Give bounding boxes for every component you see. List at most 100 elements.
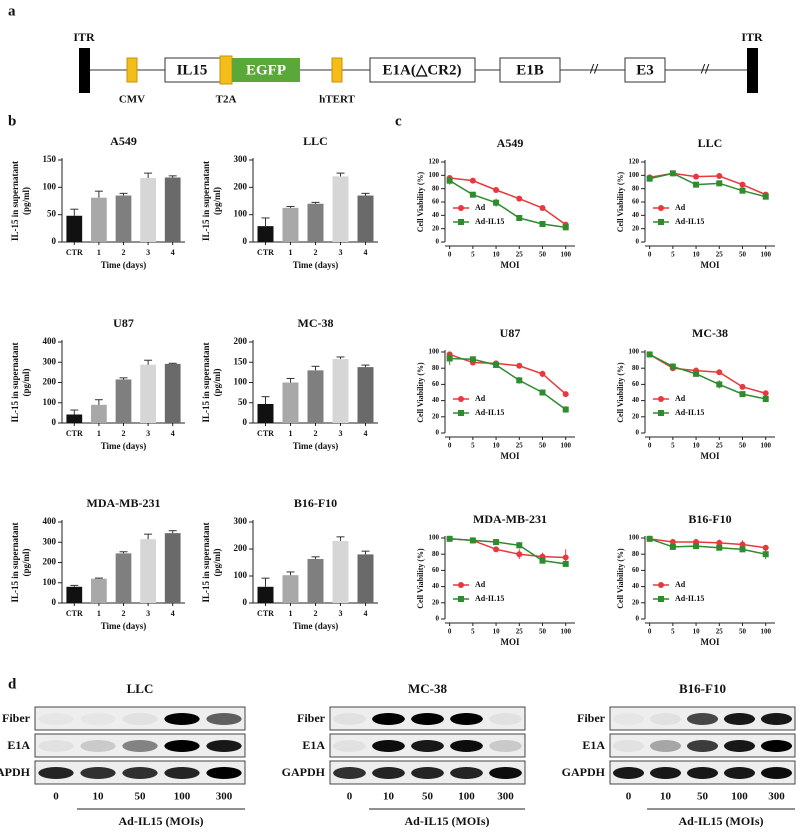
x-tick-label: 4 bbox=[171, 248, 175, 257]
y-tick-label: 300 bbox=[43, 536, 57, 546]
point bbox=[693, 173, 700, 180]
blot-band bbox=[411, 767, 444, 779]
point bbox=[516, 195, 523, 202]
point bbox=[562, 224, 569, 231]
x-tick-label: 0 bbox=[648, 442, 652, 450]
y-tick-label: 0 bbox=[52, 236, 57, 246]
y-axis-label: IL-15 in supernatant bbox=[10, 342, 20, 422]
series-line bbox=[649, 353, 766, 395]
y-axis-label: (pg/ml) bbox=[212, 548, 222, 576]
lane-label: 100 bbox=[174, 791, 191, 803]
blot-band bbox=[80, 713, 115, 725]
blot-band bbox=[38, 740, 74, 752]
y-tick-label: 20 bbox=[432, 598, 440, 606]
y-tick-label: 300 bbox=[234, 154, 248, 164]
blot-band bbox=[206, 767, 242, 779]
x-tick-label: 1 bbox=[97, 248, 101, 257]
element-label: ITR bbox=[741, 30, 763, 44]
bar bbox=[282, 207, 299, 242]
legend-marker bbox=[458, 205, 464, 211]
y-tick-label: 40 bbox=[632, 211, 640, 219]
bar bbox=[257, 586, 274, 603]
point bbox=[739, 383, 746, 390]
y-axis-label: Cell Viability (%) bbox=[416, 548, 425, 609]
point bbox=[762, 193, 769, 200]
blot-strip bbox=[34, 706, 246, 731]
x-axis-label: Time (days) bbox=[101, 260, 147, 270]
x-tick-label: 5 bbox=[671, 251, 675, 259]
blot-band bbox=[411, 740, 444, 752]
point bbox=[516, 362, 523, 369]
x-tick-label: 1 bbox=[289, 609, 293, 618]
y-axis-label: (pg/ml) bbox=[212, 368, 222, 396]
y-tick-label: 200 bbox=[43, 377, 57, 387]
blot-band bbox=[649, 713, 682, 725]
y-tick-label: 100 bbox=[43, 181, 57, 191]
blot-band bbox=[760, 713, 793, 725]
x-tick-label: 0 bbox=[448, 628, 452, 636]
chart-title: U87 bbox=[113, 316, 134, 330]
promoter bbox=[331, 57, 343, 83]
x-tick-label: 5 bbox=[471, 251, 475, 259]
gene-box bbox=[369, 57, 476, 83]
legend-label: Ad bbox=[475, 203, 486, 212]
x-tick-label: CTR bbox=[257, 248, 274, 257]
x-tick-label: 5 bbox=[671, 628, 675, 636]
y-tick-label: 100 bbox=[43, 577, 57, 587]
blot-band bbox=[122, 713, 158, 725]
chart-title: B16-F10 bbox=[294, 496, 337, 510]
legend-marker bbox=[458, 596, 464, 602]
blot-row-label: E1A bbox=[302, 738, 325, 752]
panel-label: a bbox=[8, 3, 16, 19]
blot-row-label: Fiber bbox=[297, 711, 326, 725]
y-tick-label: 0 bbox=[243, 597, 248, 607]
x-tick-label: 5 bbox=[671, 442, 675, 450]
bar bbox=[357, 195, 374, 242]
point bbox=[693, 370, 700, 377]
y-axis-label: Cell Viability (%) bbox=[416, 171, 425, 232]
y-tick-label: 60 bbox=[632, 380, 640, 388]
x-tick-label: 25 bbox=[516, 442, 524, 450]
x-axis-label: MOI bbox=[501, 637, 520, 647]
x-tick-label: 4 bbox=[364, 609, 368, 618]
series-line bbox=[449, 538, 566, 565]
y-tick-label: 100 bbox=[234, 209, 248, 219]
blot-band bbox=[450, 767, 483, 779]
y-tick-label: 400 bbox=[43, 336, 57, 346]
point bbox=[493, 187, 500, 193]
point bbox=[669, 170, 676, 177]
promoter bbox=[126, 57, 138, 83]
blot-band bbox=[613, 713, 644, 725]
blot-band bbox=[372, 713, 405, 725]
y-tick-label: 60 bbox=[432, 198, 440, 206]
x-tick-label: 4 bbox=[364, 429, 368, 438]
bar bbox=[332, 176, 349, 242]
y-tick-label: 100 bbox=[429, 348, 440, 356]
lane-label: 10 bbox=[383, 791, 395, 803]
point bbox=[539, 205, 546, 211]
y-tick-label: 20 bbox=[432, 412, 440, 420]
point bbox=[739, 391, 746, 398]
x-tick-label: 4 bbox=[171, 429, 175, 438]
point bbox=[446, 177, 453, 184]
lane-label: 50 bbox=[422, 791, 434, 803]
point bbox=[516, 551, 523, 558]
x-axis-label: Time (days) bbox=[293, 621, 339, 631]
blot-band bbox=[80, 767, 116, 779]
bar bbox=[66, 215, 83, 242]
legend-marker bbox=[458, 219, 464, 225]
series-line bbox=[449, 357, 567, 411]
y-tick-label: 200 bbox=[43, 557, 57, 567]
bar bbox=[257, 403, 274, 423]
x-tick-label: 3 bbox=[339, 248, 343, 257]
legend-label: Ad bbox=[475, 394, 486, 403]
x-tick-label: 50 bbox=[539, 628, 547, 636]
y-tick-label: 0 bbox=[636, 238, 640, 246]
x-axis-label: MOI bbox=[501, 260, 520, 270]
y-tick-label: 100 bbox=[43, 397, 57, 407]
y-axis-label: Cell Viability (%) bbox=[616, 362, 625, 423]
y-axis-label: (pg/ml) bbox=[212, 187, 222, 215]
legend-marker bbox=[458, 582, 464, 588]
x-tick-label: 50 bbox=[539, 251, 547, 259]
point bbox=[646, 351, 653, 358]
